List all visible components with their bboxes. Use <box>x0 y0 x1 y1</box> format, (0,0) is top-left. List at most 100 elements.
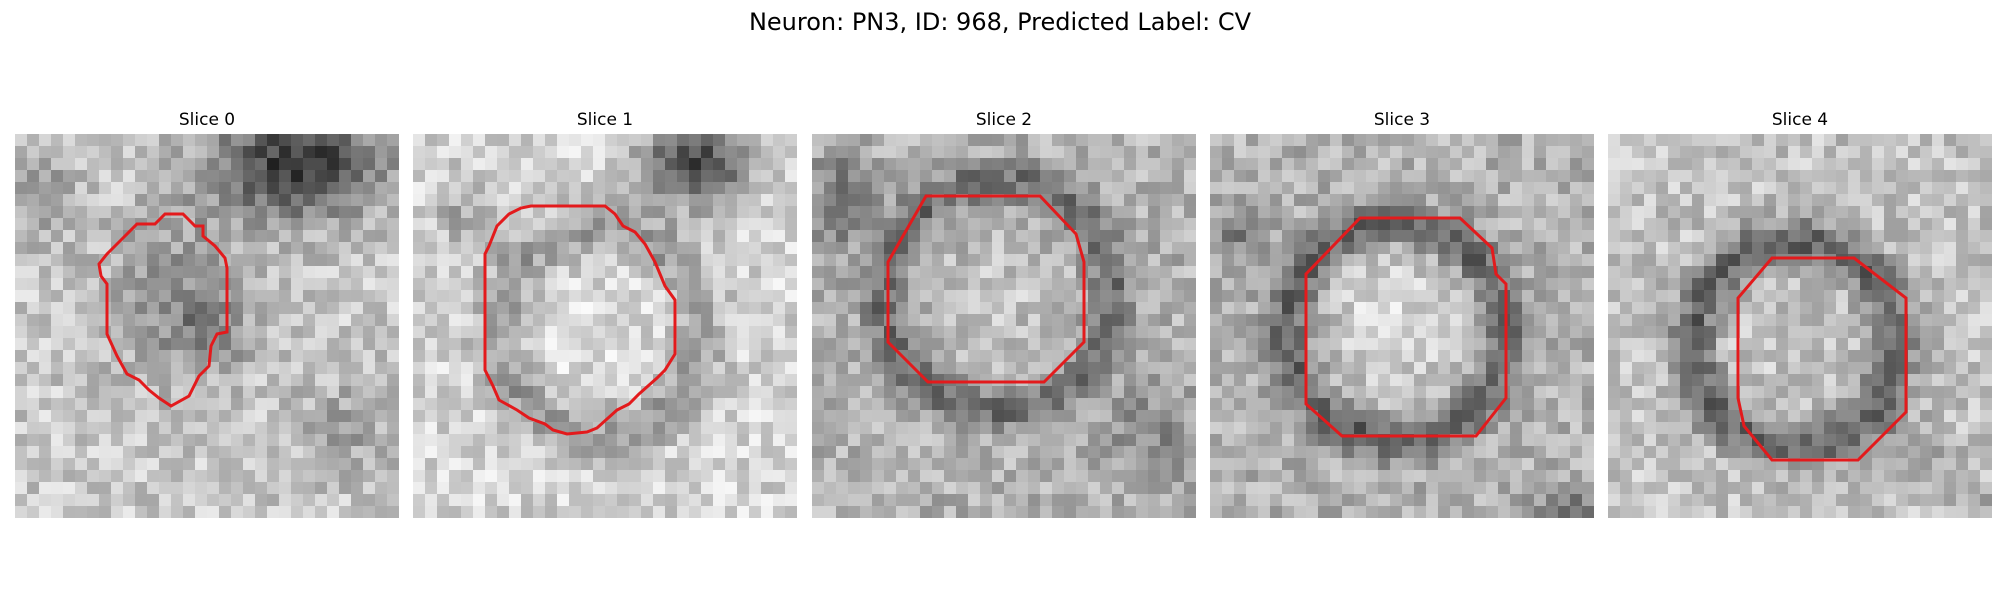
pixel <box>231 242 244 255</box>
pixel <box>824 146 837 159</box>
pixel <box>159 266 172 279</box>
pixel <box>255 242 268 255</box>
pixel <box>1980 374 1992 387</box>
pixel <box>749 194 762 207</box>
pixel <box>231 506 244 518</box>
pixel <box>653 482 666 495</box>
pixel <box>896 314 909 327</box>
pixel <box>123 434 136 447</box>
pixel <box>812 506 825 518</box>
pixel <box>749 338 762 351</box>
pixel <box>1354 506 1367 518</box>
pixel <box>63 134 76 147</box>
pixel <box>509 458 522 471</box>
pixel <box>171 254 184 267</box>
pixel <box>1136 506 1149 518</box>
pixel <box>848 266 861 279</box>
pixel <box>617 314 630 327</box>
pixel <box>569 302 582 315</box>
pixel <box>1076 194 1089 207</box>
pixel <box>581 374 594 387</box>
pixel <box>147 146 160 159</box>
pixel <box>824 158 837 171</box>
pixel <box>713 206 726 219</box>
pixel <box>1872 242 1885 255</box>
pixel <box>1498 338 1511 351</box>
pixel <box>1390 254 1403 267</box>
pixel <box>1354 494 1367 507</box>
pixel <box>315 434 328 447</box>
pixel <box>896 266 909 279</box>
pixel <box>303 194 316 207</box>
pixel <box>315 446 328 459</box>
pixel <box>1546 254 1559 267</box>
pixel <box>569 494 582 507</box>
pixel <box>1920 158 1933 171</box>
pixel <box>665 254 678 267</box>
pixel <box>665 494 678 507</box>
pixel <box>267 386 280 399</box>
pixel <box>1632 398 1645 411</box>
pixel <box>1330 314 1343 327</box>
pixel <box>509 146 522 159</box>
pixel <box>75 146 88 159</box>
pixel <box>1378 254 1391 267</box>
pixel <box>836 302 849 315</box>
pixel <box>195 446 208 459</box>
pixel <box>1414 278 1427 291</box>
pixel <box>1570 302 1583 315</box>
pixel <box>375 362 388 375</box>
pixel <box>267 446 280 459</box>
pixel <box>1246 134 1259 147</box>
pixel <box>437 434 450 447</box>
pixel <box>689 302 702 315</box>
pixel <box>375 206 388 219</box>
pixel <box>473 254 486 267</box>
pixel <box>1172 254 1185 267</box>
pixel <box>1004 506 1017 518</box>
pixel <box>255 314 268 327</box>
pixel <box>1354 338 1367 351</box>
pixel <box>1752 314 1765 327</box>
pixel <box>1294 290 1307 303</box>
pixel <box>87 386 100 399</box>
pixel <box>1908 158 1921 171</box>
pixel <box>1558 146 1571 159</box>
pixel <box>701 254 714 267</box>
pixel <box>1040 506 1053 518</box>
pixel <box>677 422 690 435</box>
pixel <box>653 242 666 255</box>
pixel <box>824 350 837 363</box>
pixel <box>1932 302 1945 315</box>
pixel <box>1354 362 1367 375</box>
pixel <box>1860 302 1873 315</box>
pixel <box>1776 422 1789 435</box>
pixel <box>509 362 522 375</box>
pixel <box>1486 146 1499 159</box>
pixel <box>1318 230 1331 243</box>
pixel <box>1692 134 1705 147</box>
pixel <box>387 158 399 171</box>
pixel <box>1414 158 1427 171</box>
pixel <box>111 446 124 459</box>
pixel <box>1570 458 1583 471</box>
pixel <box>1028 326 1041 339</box>
pixel <box>1968 158 1981 171</box>
pixel <box>1222 254 1235 267</box>
pixel <box>27 434 40 447</box>
pixel <box>1486 386 1499 399</box>
pixel <box>1788 314 1801 327</box>
pixel <box>99 446 112 459</box>
pixel <box>509 278 522 291</box>
pixel <box>449 470 462 483</box>
pixel <box>689 266 702 279</box>
pixel <box>545 278 558 291</box>
pixel <box>1608 350 1621 363</box>
pixel <box>1510 218 1523 231</box>
pixel <box>1920 386 1933 399</box>
pixel <box>473 494 486 507</box>
pixel <box>629 482 642 495</box>
pixel <box>437 266 450 279</box>
pixel <box>1680 422 1693 435</box>
pixel <box>1004 230 1017 243</box>
